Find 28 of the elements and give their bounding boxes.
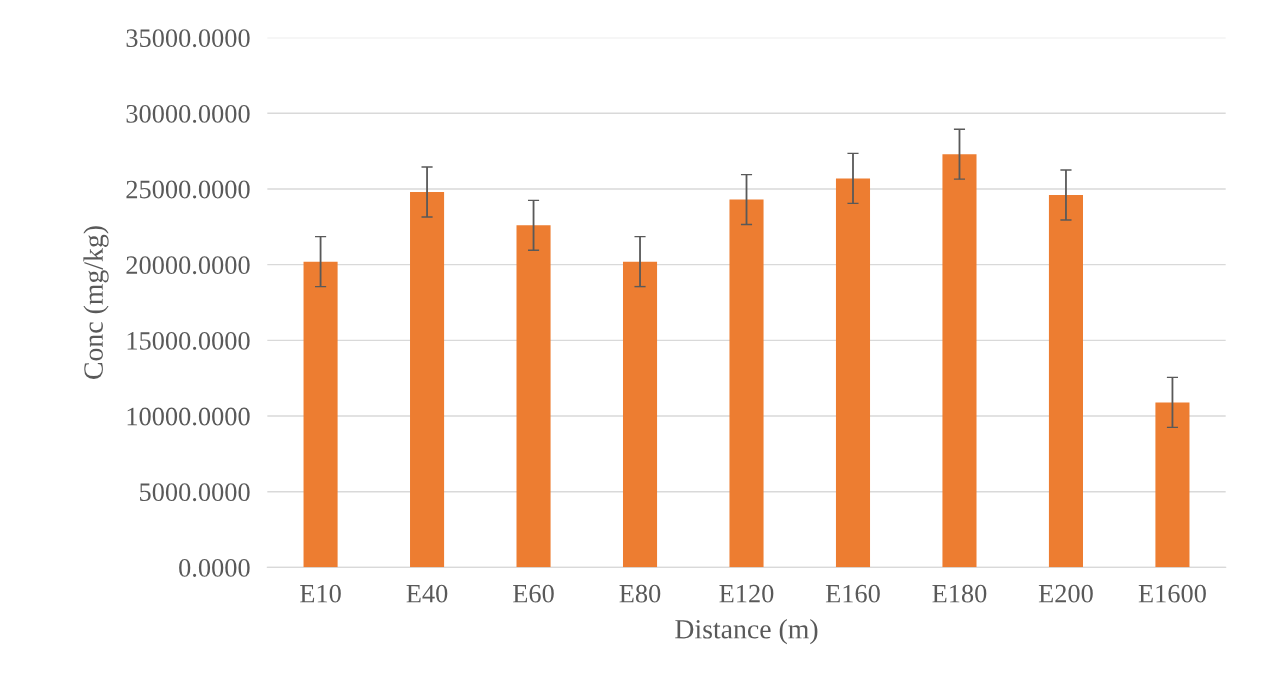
x-axis-title: Distance (m) [675, 619, 818, 645]
y-tick-label: 15000.0000 [127, 331, 250, 350]
bar [410, 192, 445, 568]
x-tick-label: E60 [513, 584, 554, 603]
bar [1048, 195, 1083, 568]
x-tick-label: E120 [719, 584, 774, 603]
x-tick-label: E80 [619, 584, 661, 603]
bar [303, 261, 338, 568]
x-tick-label: E1600 [1138, 584, 1206, 603]
bar [622, 261, 658, 568]
y-tick-label: 25000.0000 [126, 180, 250, 199]
x-tick-label: E40 [406, 584, 448, 603]
bar [516, 225, 551, 568]
y-axis-title: Conc (mg/kg) [83, 226, 109, 379]
x-tick-label: E200 [1038, 584, 1093, 603]
y-tick-label: 35000.0000 [126, 29, 250, 48]
bar [729, 199, 764, 568]
bar [1155, 402, 1190, 568]
bar [835, 178, 871, 568]
y-tick-label: 20000.0000 [126, 256, 250, 275]
y-tick-label: 30000.0000 [126, 104, 250, 123]
y-tick-label: 0.0000 [179, 558, 250, 577]
x-tick-label: E160 [825, 584, 880, 603]
y-tick-label: 5000.0000 [140, 483, 250, 502]
x-tick-label: E180 [932, 584, 987, 603]
bar [942, 154, 977, 568]
x-tick-label: E10 [300, 584, 341, 603]
y-tick-label: 10000.0000 [127, 407, 250, 426]
